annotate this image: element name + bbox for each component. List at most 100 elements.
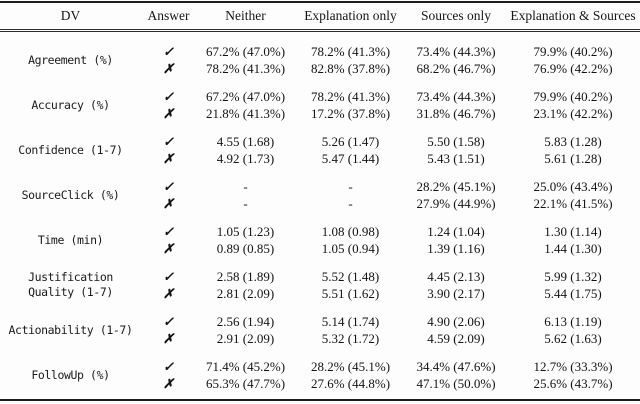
answer-check-icon: ✓ — [163, 314, 174, 329]
cell-value: 5.50 (1.58) — [427, 134, 485, 149]
cell-value: 27.6% (44.8%) — [310, 376, 391, 391]
cell-value: 47.1% (50.0%) — [416, 376, 496, 391]
cell-value: 4.90 (2.06) — [427, 314, 485, 329]
cell-value: 4.59 (2.09) — [427, 331, 485, 346]
dv-label: Time (min) — [37, 232, 104, 247]
answer-check-icon: ✓ — [163, 89, 174, 104]
cell-value: 25.0% (43.4%) — [533, 179, 613, 194]
answer-cross-icon: ✗ — [163, 286, 174, 301]
cell-value: 1.24 (1.04) — [427, 224, 485, 239]
cell-value: 78.2% (41.3%) — [310, 44, 391, 59]
cell-value: 65.3% (47.7%) — [205, 376, 286, 391]
table-row: FollowUp (%) ✓ 71.4% (45.2%) 28.2% (45.1%) 3… — [0, 347, 640, 382]
table-row: ✗ 2.81 (2.09) 5.51 (1.62) 3.90 (2.17) 5.44 (… — [0, 285, 640, 302]
cell-value: 4.55 (1.68) — [216, 134, 275, 149]
cell-value: - — [243, 179, 248, 194]
table-row: ✗ - - 27.9% (44.9%) 22.1% (41.5%) — [0, 195, 640, 212]
header-row: DV Answer Neither Explanation only Sourc… — [0, 3, 640, 32]
cell-value: 79.9% (40.2%) — [533, 89, 613, 104]
cell-value: 6.13 (1.19) — [544, 314, 602, 329]
cell-value: 21.8% (41.3%) — [205, 106, 286, 121]
col-header-answer: Answer — [141, 3, 196, 32]
answer-check-icon: ✓ — [163, 224, 174, 239]
cell-value: 4.45 (2.13) — [427, 269, 485, 284]
table-row: Actionability (1-7) ✓ 2.56 (1.94) 5.14 (1.7… — [0, 302, 640, 337]
cell-value: 34.4% (47.6%) — [416, 359, 496, 374]
cell-value: 79.9% (40.2%) — [533, 44, 613, 59]
cell-value: 2.58 (1.89) — [216, 269, 275, 284]
dv-label: Confidence (1-7) — [18, 142, 123, 157]
cell-value: 22.1% (41.5%) — [533, 196, 613, 211]
answer-cross-icon: ✗ — [163, 376, 174, 391]
cell-value: 1.05 (0.94) — [321, 241, 380, 256]
table-row: ✗ 2.91 (2.09) 5.32 (1.72) 4.59 (2.09) 5.62 (… — [0, 330, 640, 347]
table-row: ✗ 65.3% (47.7%) 27.6% (44.8%) 47.1% (50.0%)… — [0, 375, 640, 392]
cell-value: 27.9% (44.9%) — [416, 196, 496, 211]
answer-cross-icon: ✗ — [163, 61, 174, 76]
cell-value: 67.2% (47.0%) — [205, 89, 286, 104]
cell-value: 12.7% (33.3%) — [533, 359, 613, 374]
cell-value: 78.2% (41.3%) — [205, 61, 286, 76]
table-row: Confidence (1-7) ✓ 4.55 (1.68) 5.26 (1.47) 5… — [0, 122, 640, 157]
dv-label: SourceClick (%) — [21, 187, 120, 202]
col-header-dv: DV — [0, 3, 141, 32]
cell-value: - — [348, 179, 353, 194]
answer-cross-icon: ✗ — [163, 196, 174, 211]
cell-value: 82.8% (37.8%) — [310, 61, 391, 76]
answer-cross-icon: ✗ — [163, 241, 174, 256]
cell-value: 5.61 (1.28) — [544, 151, 602, 166]
dv-results-table: DV Answer Neither Explanation only Sourc… — [0, 3, 640, 392]
cell-value: 28.2% (45.1%) — [416, 179, 496, 194]
answer-check-icon: ✓ — [163, 269, 174, 284]
answer-check-icon: ✓ — [163, 134, 174, 149]
answer-cross-icon: ✗ — [163, 151, 174, 166]
table-row: SourceClick (%) ✓ - - 28.2% (45.1%) 25.0% (43… — [0, 167, 640, 202]
table-row: Accuracy (%) ✓ 67.2% (47.0%) 78.2% (41.3%) 7… — [0, 77, 640, 112]
table-row: Justification Quality (1-7) ✓ 2.58 (1.89) 5… — [0, 257, 640, 299]
cell-value: 78.2% (41.3%) — [310, 89, 391, 104]
dv-label: FollowUp (%) — [31, 367, 110, 382]
dv-label: Agreement (%) — [28, 52, 113, 67]
cell-value: 5.62 (1.63) — [544, 331, 602, 346]
table-row: ✗ 21.8% (41.3%) 17.2% (37.8%) 31.8% (46.7%)… — [0, 105, 640, 122]
col-header-sources-only: Sources only — [406, 3, 506, 32]
cell-value: 1.30 (1.14) — [544, 224, 602, 239]
cell-value: 28.2% (45.1%) — [310, 359, 391, 374]
cell-value: 17.2% (37.8%) — [310, 106, 391, 121]
answer-cross-icon: ✗ — [163, 106, 174, 121]
cell-value: 68.2% (46.7%) — [416, 61, 496, 76]
table-row: ✗ 0.89 (0.85) 1.05 (0.94) 1.39 (1.16) 1.44 (… — [0, 240, 640, 257]
cell-value: 2.91 (2.09) — [216, 331, 275, 346]
dv-label: Accuracy (%) — [31, 97, 110, 112]
cell-value: 0.89 (0.85) — [216, 241, 275, 256]
cell-value: 5.51 (1.62) — [321, 286, 380, 301]
answer-check-icon: ✓ — [163, 179, 174, 194]
cell-value: 3.90 (2.17) — [427, 286, 485, 301]
table-row: Time (min) ✓ 1.05 (1.23) 1.08 (0.98) 1.24 (1… — [0, 212, 640, 247]
cell-value: 76.9% (42.2%) — [533, 61, 613, 76]
dv-label: Justification Quality (1-7) — [28, 270, 113, 299]
cell-value: 1.44 (1.30) — [544, 241, 602, 256]
cell-value: 1.05 (1.23) — [216, 224, 275, 239]
cell-value: 25.6% (43.7%) — [533, 376, 613, 391]
cell-value: 5.32 (1.72) — [321, 331, 380, 346]
answer-check-icon: ✓ — [163, 44, 174, 59]
cell-value: 2.56 (1.94) — [216, 314, 275, 329]
cell-value: 4.92 (1.73) — [216, 151, 275, 166]
dv-label: Actionability (1-7) — [8, 322, 133, 337]
table-row: ✗ 4.92 (1.73) 5.47 (1.44) 5.43 (1.51) 5.61 (… — [0, 150, 640, 167]
cell-value: 5.83 (1.28) — [544, 134, 602, 149]
col-header-explanation-and-sources: Explanation & Sources — [506, 3, 640, 32]
cell-value: 31.8% (46.7%) — [416, 106, 496, 121]
cell-value: 5.52 (1.48) — [321, 269, 380, 284]
answer-check-icon: ✓ — [163, 359, 174, 374]
answer-cross-icon: ✗ — [163, 331, 174, 346]
table-row: ✗ 78.2% (41.3%) 82.8% (37.8%) 68.2% (46.7%)… — [0, 60, 640, 77]
cell-value: 1.39 (1.16) — [427, 241, 485, 256]
cell-value: 5.99 (1.32) — [544, 269, 602, 284]
cell-value: - — [348, 196, 353, 211]
col-header-neither: Neither — [196, 3, 295, 32]
cell-value: 5.26 (1.47) — [321, 134, 380, 149]
table-row: Agreement (%) ✓ 67.2% (47.0%) 78.2% (41.3%)… — [0, 31, 640, 67]
